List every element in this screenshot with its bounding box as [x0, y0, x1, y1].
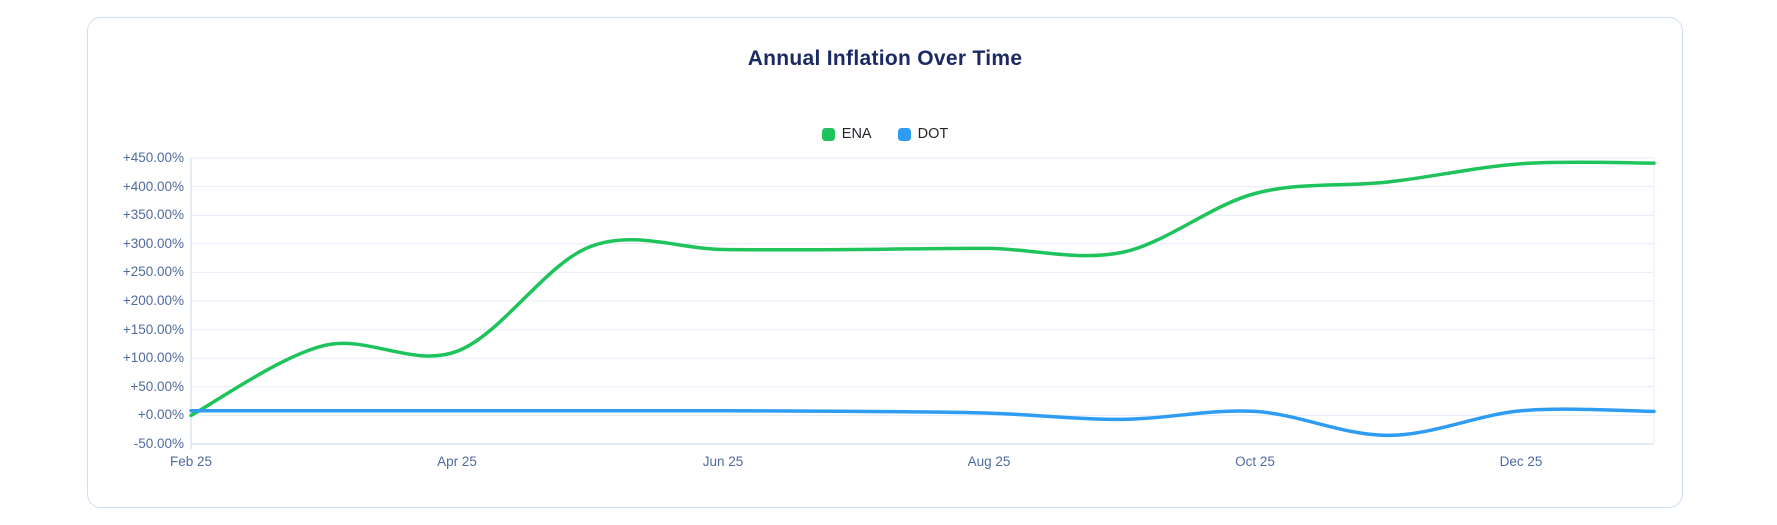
chart-card: Annual Inflation Over Time ENA DOT +450.0… — [87, 17, 1683, 508]
y-axis-tick-label: +200.00% — [122, 293, 184, 308]
y-axis-tick-label: +300.00% — [122, 235, 184, 251]
series-line-ena — [189, 160, 1656, 418]
y-axis-tick-label: +450.00% — [122, 150, 184, 165]
legend-item-dot[interactable]: DOT — [897, 126, 949, 142]
x-axis-tick-label: Aug 25 — [967, 454, 1011, 469]
y-axis-tick-label: +100.00% — [122, 350, 184, 366]
y-axis-tick-label: +250.00% — [122, 264, 184, 280]
y-axis-tick-label: +150.00% — [122, 321, 184, 337]
x-axis-tick-label: Dec 25 — [1499, 454, 1543, 469]
y-axis-tick-label: +350.00% — [122, 207, 184, 223]
series-line-dot — [189, 407, 1656, 438]
legend-swatch-ena — [821, 127, 835, 141]
y-axis-tick-label: +0.00% — [137, 407, 184, 423]
legend-label: ENA — [841, 126, 872, 142]
legend-item-ena[interactable]: ENA — [821, 126, 872, 142]
x-axis-tick-label: Jun 25 — [702, 454, 744, 469]
chart-title: Annual Inflation Over Time — [747, 47, 1023, 70]
chart-canvas — [189, 157, 1656, 449]
legend-label: DOT — [917, 126, 949, 142]
chart-legend: ENA DOT — [88, 126, 1682, 142]
y-axis-tick-label: -50.00% — [133, 436, 184, 451]
y-axis-tick-label: +50.00% — [130, 378, 184, 394]
x-axis-tick-label: Feb 25 — [169, 454, 213, 469]
y-axis-tick-label: +400.00% — [122, 178, 184, 194]
legend-swatch-dot — [897, 127, 911, 141]
x-axis-tick-label: Apr 25 — [437, 454, 477, 469]
x-axis-tick-label: Oct 25 — [1235, 454, 1275, 469]
